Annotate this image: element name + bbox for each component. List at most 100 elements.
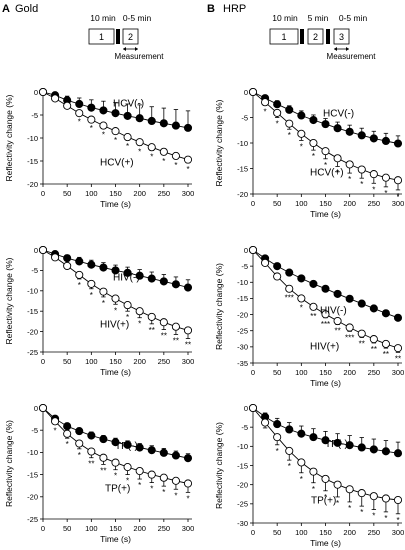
y-tick-label: -20 — [237, 310, 248, 319]
significance-marker: * — [138, 147, 141, 156]
marker-open — [309, 138, 318, 148]
y-tick-label: -25 — [237, 327, 248, 336]
marker-filled — [285, 425, 294, 434]
protocol-b-wash-bar-1 — [300, 29, 304, 44]
significance-marker: * — [384, 514, 387, 523]
marker-open — [147, 312, 156, 321]
series-label-positive: TP(+) — [311, 495, 336, 506]
marker-open — [111, 294, 120, 303]
x-axis-title: Time (s) — [310, 538, 341, 548]
marker-filled — [309, 433, 318, 442]
chart-b2: 0 50 100 150 200 250 300 0 -5 -10 -15 -20 -25 -30 -35 T… — [214, 246, 404, 388]
series-hiv-pos — [248, 245, 403, 353]
protocol-a-step-2-box — [122, 28, 139, 45]
y-tick-label: -20 — [27, 327, 38, 336]
marker-open — [123, 133, 132, 142]
x-tick-label: 50 — [63, 357, 71, 366]
marker-open — [309, 302, 318, 311]
marker-filled — [171, 451, 180, 460]
y-tick-label: 0 — [34, 246, 38, 255]
y-axis-title: Reflectivity change (%) — [214, 99, 224, 186]
y-tick-label: -10 — [27, 134, 38, 143]
y-tick-label: 0 — [34, 404, 38, 413]
marker-filled — [183, 283, 193, 292]
marker-filled — [393, 449, 403, 458]
marker-open — [87, 447, 96, 456]
marker-filled — [297, 274, 306, 283]
x-tick-label: 300 — [182, 189, 195, 198]
significance-marker: * — [312, 152, 315, 161]
marker-filled — [183, 454, 193, 463]
protocol-b-step-2-box — [307, 28, 324, 45]
y-tick-label: -5 — [31, 266, 38, 275]
marker-open — [135, 138, 144, 147]
significance-marker: * — [396, 516, 399, 525]
protocol-diagram-b: 10 min 5 min 0-5 min 1 2 3 Measurement — [269, 13, 376, 61]
panel-title-hrp: HRP — [223, 3, 246, 15]
significance-marker: * — [336, 168, 339, 177]
marker-open — [248, 403, 258, 413]
significance-marker: * — [114, 136, 117, 145]
x-tick-label: 150 — [319, 528, 332, 537]
marker-filled — [393, 139, 403, 148]
y-tick-label: -5 — [31, 111, 38, 120]
series-label-negative: TP(-) — [115, 441, 138, 452]
significance-marker: * — [396, 192, 399, 201]
marker-filled — [123, 440, 132, 449]
panel-letter-a: A — [2, 3, 10, 15]
marker-open — [159, 147, 168, 156]
marker-open — [171, 151, 180, 160]
marker-open — [381, 494, 390, 503]
protocol-a-arrowheads — [123, 47, 138, 51]
marker-open — [273, 108, 282, 117]
x-tick-label: 200 — [133, 189, 146, 198]
marker-open — [357, 165, 366, 174]
marker-filled — [357, 443, 366, 452]
marker-open — [87, 115, 96, 124]
series-label-negative: HCV(-) — [113, 99, 144, 110]
marker-open — [75, 109, 84, 118]
series-tp-pos — [38, 403, 193, 493]
y-tick-label: -20 — [27, 180, 38, 189]
significance-marker: ** — [395, 354, 401, 363]
y-axis-title: Reflectivity change (%) — [4, 420, 14, 507]
marker-filled — [99, 263, 108, 272]
protocol-b-step-1-box — [269, 28, 299, 45]
marker-open — [248, 245, 258, 255]
series-label-negative: HIV(-) — [320, 305, 347, 316]
marker-open — [261, 258, 270, 267]
x-tick-label: 100 — [295, 199, 308, 208]
series-tp-pos — [248, 403, 403, 515]
significance-marker: ** — [88, 460, 94, 469]
marker-open — [51, 253, 60, 262]
significance-marker: * — [126, 142, 129, 151]
x-tick-label: 50 — [273, 368, 281, 377]
significance-marker: * — [276, 120, 279, 129]
significance-marker: * — [174, 161, 177, 170]
x-tick-label: 250 — [158, 357, 171, 366]
series-label-positive: TP(+) — [105, 483, 130, 494]
protocol-b-label-2: 5 min — [308, 13, 329, 23]
marker-open — [63, 261, 72, 270]
marker-open — [63, 429, 72, 438]
y-tick-label: 0 — [244, 404, 248, 413]
significance-marker: * — [126, 477, 129, 486]
marker-open — [369, 492, 378, 501]
marker-filled — [99, 106, 108, 115]
protocol-diagram-a: 10 min 0-5 min 1 2 Measurement — [88, 13, 164, 61]
x-tick-label: 200 — [133, 524, 146, 533]
y-tick-label: -15 — [237, 294, 248, 303]
marker-filled — [309, 116, 318, 125]
marker-open — [75, 439, 84, 448]
marker-open — [393, 495, 403, 505]
marker-open — [297, 129, 306, 138]
significance-marker: * — [312, 485, 315, 494]
y-tick-label: -15 — [27, 157, 38, 166]
significance-marker: * — [288, 462, 291, 471]
protocol-b-wash-bar-2 — [326, 29, 330, 44]
y-tick-label: -30 — [237, 343, 248, 352]
significance-marker: ** — [334, 327, 340, 336]
significance-marker: * — [300, 475, 303, 484]
marker-filled — [75, 99, 84, 109]
marker-filled — [321, 284, 330, 293]
